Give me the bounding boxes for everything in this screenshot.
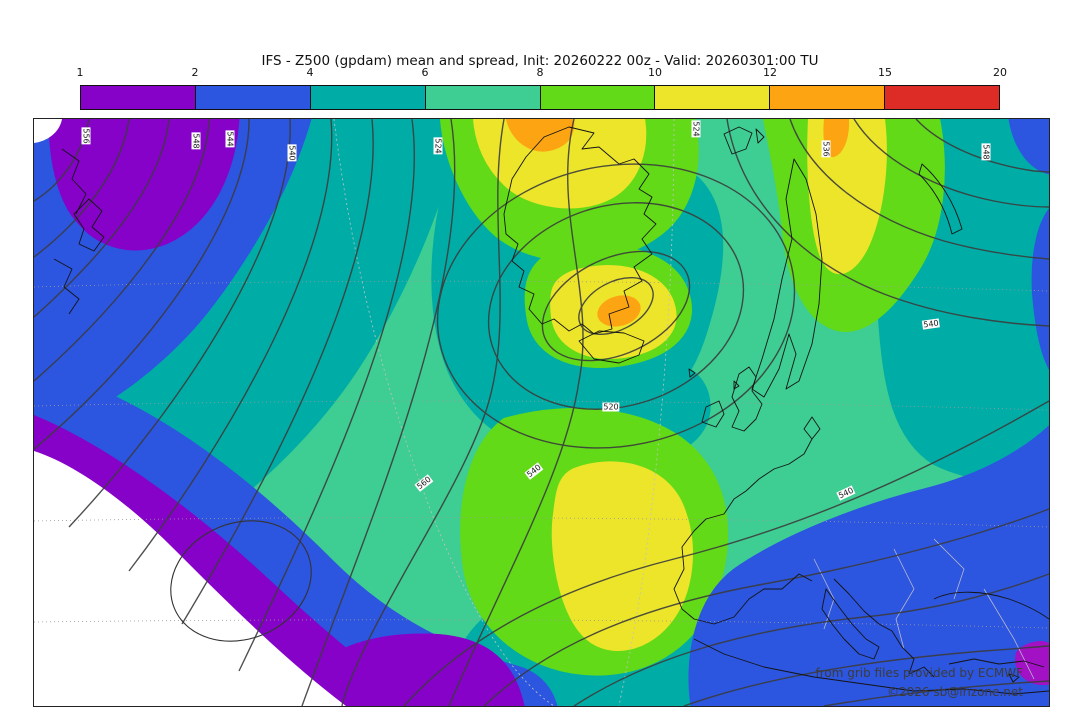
graticule-lines: [34, 280, 1049, 629]
contour-label-524: 524: [433, 137, 443, 155]
contour-label-556: 556: [81, 127, 91, 145]
colorbar-segment-6-8: [424, 86, 540, 109]
colorbar-segment-12-15: [769, 86, 885, 109]
spread-below-1-layer: [34, 119, 346, 706]
chart-title: IFS - Z500 (gpdam) mean and spread, Init…: [261, 53, 819, 69]
colorbar-segment-2-4: [194, 86, 310, 109]
colorbar: [80, 85, 1000, 110]
contour-label-544: 544: [225, 130, 235, 148]
colorbar-tick-1: 1: [76, 66, 84, 79]
colorbar-segment-15-20: [884, 86, 999, 109]
contour-label-536: 536: [821, 140, 831, 158]
attribution-copyright: ©2026 sb@irizone.net: [887, 685, 1023, 699]
colorbar-tick-2: 2: [191, 66, 199, 79]
colorbar-tick-10: 10: [648, 66, 662, 79]
map-canvas: [34, 119, 1049, 706]
attribution-ecmwf: from grib files provided by ECMWF: [815, 666, 1023, 680]
colorbar-tick-20: 20: [993, 66, 1007, 79]
colorbar-segment-4-6: [309, 86, 425, 109]
colorbar-tick-15: 15: [878, 66, 892, 79]
colorbar-tick-8: 8: [536, 66, 544, 79]
contour-label-548: 548: [191, 132, 201, 150]
spread-10-12-layer: [473, 119, 887, 651]
coastlines: [53, 126, 1049, 695]
colorbar-segment-10-12: [654, 86, 770, 109]
contour-label-540: 540: [287, 144, 297, 162]
spread-12-15-layer: [506, 119, 850, 327]
contour-label-548: 548: [981, 143, 991, 161]
colorbar-tick-6: 6: [421, 66, 429, 79]
closed-contour-southwest: [170, 520, 312, 642]
contour-label-524: 524: [691, 120, 701, 138]
colorbar-segment-8-10: [539, 86, 655, 109]
colorbar-tick-labels: 1 2 4 6 8 10 12 15 20: [76, 66, 1008, 81]
colorbar-segment-1-2: [81, 86, 195, 109]
contour-label-520: 520: [602, 402, 620, 412]
colorbar-tick-4: 4: [306, 66, 314, 79]
colorbar-tick-12: 12: [763, 66, 777, 79]
map-panel: from grib files provided by ECMWF ©2026 …: [33, 118, 1050, 707]
